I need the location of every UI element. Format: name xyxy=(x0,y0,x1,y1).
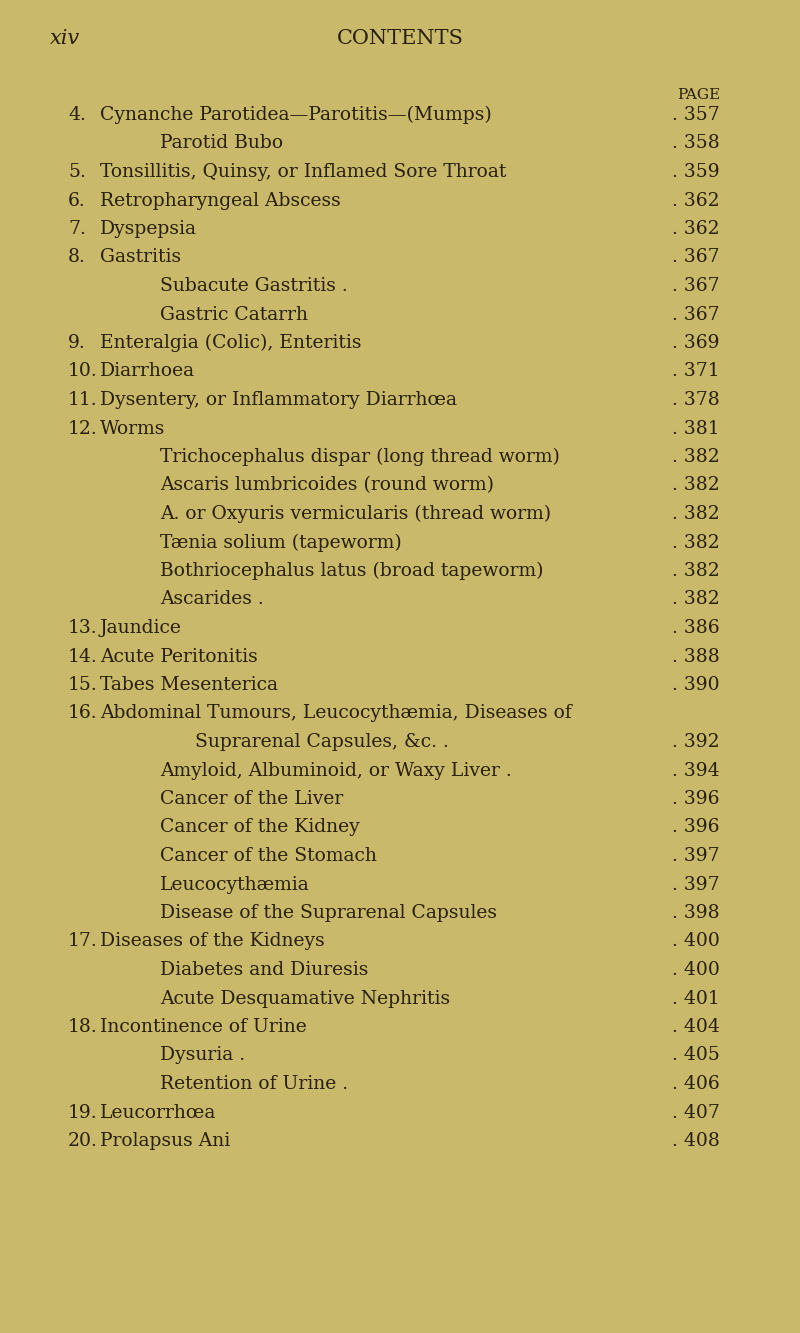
Text: . 400: . 400 xyxy=(672,933,720,950)
Text: Dyspepsia: Dyspepsia xyxy=(100,220,197,239)
Text: Gastritis: Gastritis xyxy=(100,248,181,267)
Text: Ascaris lumbricoides (round worm): Ascaris lumbricoides (round worm) xyxy=(160,476,494,495)
Text: A. or Oxyuris vermicularis (thread worm): A. or Oxyuris vermicularis (thread worm) xyxy=(160,505,551,523)
Text: Diabetes and Diuresis: Diabetes and Diuresis xyxy=(160,961,368,978)
Text: Cancer of the Stomach: Cancer of the Stomach xyxy=(160,846,377,865)
Text: 16.: 16. xyxy=(68,705,98,722)
Text: . 394: . 394 xyxy=(672,761,720,780)
Text: Retropharyngeal Abscess: Retropharyngeal Abscess xyxy=(100,192,341,209)
Text: Trichocephalus dispar (long thread worm): Trichocephalus dispar (long thread worm) xyxy=(160,448,560,467)
Text: 11.: 11. xyxy=(68,391,98,409)
Text: . 371: . 371 xyxy=(672,363,720,380)
Text: . 407: . 407 xyxy=(672,1104,720,1121)
Text: Leucocythæmia: Leucocythæmia xyxy=(160,876,310,893)
Text: . 406: . 406 xyxy=(672,1074,720,1093)
Text: . 369: . 369 xyxy=(673,335,720,352)
Text: Diseases of the Kidneys: Diseases of the Kidneys xyxy=(100,933,325,950)
Text: . 388: . 388 xyxy=(672,648,720,665)
Text: . 382: . 382 xyxy=(672,505,720,523)
Text: . 386: . 386 xyxy=(672,619,720,637)
Text: 7.: 7. xyxy=(68,220,86,239)
Text: 5.: 5. xyxy=(68,163,86,181)
Text: . 367: . 367 xyxy=(672,277,720,295)
Text: . 382: . 382 xyxy=(672,591,720,608)
Text: 18.: 18. xyxy=(68,1018,98,1036)
Text: . 404: . 404 xyxy=(672,1018,720,1036)
Text: . 357: . 357 xyxy=(672,107,720,124)
Text: Cancer of the Kidney: Cancer of the Kidney xyxy=(160,818,360,837)
Text: xiv: xiv xyxy=(50,28,80,48)
Text: Bothriocephalus latus (broad tapeworm): Bothriocephalus latus (broad tapeworm) xyxy=(160,563,543,580)
Text: Disease of the Suprarenal Capsules: Disease of the Suprarenal Capsules xyxy=(160,904,497,922)
Text: Jaundice: Jaundice xyxy=(100,619,182,637)
Text: Cynanche Parotidea—Parotitis—(Mumps): Cynanche Parotidea—Parotitis—(Mumps) xyxy=(100,105,492,124)
Text: Acute Peritonitis: Acute Peritonitis xyxy=(100,648,258,665)
Text: 4.: 4. xyxy=(68,107,86,124)
Text: Ascarides .: Ascarides . xyxy=(160,591,264,608)
Text: . 378: . 378 xyxy=(672,391,720,409)
Text: 10.: 10. xyxy=(68,363,98,380)
Text: Worms: Worms xyxy=(100,420,166,437)
Text: Gastric Catarrh: Gastric Catarrh xyxy=(160,305,308,324)
Text: 14.: 14. xyxy=(68,648,98,665)
Text: Leucorrhœa: Leucorrhœa xyxy=(100,1104,216,1121)
Text: 13.: 13. xyxy=(68,619,98,637)
Text: . 359: . 359 xyxy=(672,163,720,181)
Text: . 392: . 392 xyxy=(672,733,720,750)
Text: 9.: 9. xyxy=(68,335,86,352)
Text: . 397: . 397 xyxy=(672,876,720,893)
Text: 20.: 20. xyxy=(68,1132,98,1150)
Text: 17.: 17. xyxy=(68,933,98,950)
Text: . 382: . 382 xyxy=(672,563,720,580)
Text: Suprarenal Capsules, &c. .: Suprarenal Capsules, &c. . xyxy=(195,733,449,750)
Text: . 400: . 400 xyxy=(672,961,720,978)
Text: . 390: . 390 xyxy=(672,676,720,694)
Text: . 362: . 362 xyxy=(672,192,720,209)
Text: PAGE: PAGE xyxy=(677,88,720,103)
Text: . 381: . 381 xyxy=(672,420,720,437)
Text: Prolapsus Ani: Prolapsus Ani xyxy=(100,1132,230,1150)
Text: CONTENTS: CONTENTS xyxy=(337,28,463,48)
Text: Tabes Mesenterica: Tabes Mesenterica xyxy=(100,676,278,694)
Text: . 367: . 367 xyxy=(672,248,720,267)
Text: . 398: . 398 xyxy=(672,904,720,922)
Text: . 401: . 401 xyxy=(672,989,720,1008)
Text: Subacute Gastritis .: Subacute Gastritis . xyxy=(160,277,348,295)
Text: Parotid Bubo: Parotid Bubo xyxy=(160,135,283,152)
Text: Dysuria .: Dysuria . xyxy=(160,1046,245,1065)
Text: 12.: 12. xyxy=(68,420,98,437)
Text: 15.: 15. xyxy=(68,676,98,694)
Text: . 358: . 358 xyxy=(672,135,720,152)
Text: . 405: . 405 xyxy=(672,1046,720,1065)
Text: Tænia solium (tapeworm): Tænia solium (tapeworm) xyxy=(160,533,402,552)
Text: 6.: 6. xyxy=(68,192,86,209)
Text: 19.: 19. xyxy=(68,1104,98,1121)
Text: . 396: . 396 xyxy=(673,790,720,808)
Text: Enteralgia (Colic), Enteritis: Enteralgia (Colic), Enteritis xyxy=(100,333,362,352)
Text: Acute Desquamative Nephritis: Acute Desquamative Nephritis xyxy=(160,989,450,1008)
Text: Cancer of the Liver: Cancer of the Liver xyxy=(160,790,343,808)
Text: Tonsillitis, Quinsy, or Inflamed Sore Throat: Tonsillitis, Quinsy, or Inflamed Sore Th… xyxy=(100,163,506,181)
Text: . 408: . 408 xyxy=(672,1132,720,1150)
Text: Dysentery, or Inflammatory Diarrhœa: Dysentery, or Inflammatory Diarrhœa xyxy=(100,391,457,409)
Text: Incontinence of Urine: Incontinence of Urine xyxy=(100,1018,306,1036)
Text: . 396: . 396 xyxy=(673,818,720,837)
Text: . 362: . 362 xyxy=(672,220,720,239)
Text: . 382: . 382 xyxy=(672,476,720,495)
Text: Amyloid, Albuminoid, or Waxy Liver .: Amyloid, Albuminoid, or Waxy Liver . xyxy=(160,761,512,780)
Text: 8.: 8. xyxy=(68,248,86,267)
Text: Diarrhoea: Diarrhoea xyxy=(100,363,195,380)
Text: Abdominal Tumours, Leucocythæmia, Diseases of: Abdominal Tumours, Leucocythæmia, Diseas… xyxy=(100,705,572,722)
Text: . 382: . 382 xyxy=(672,533,720,552)
Text: . 397: . 397 xyxy=(672,846,720,865)
Text: . 367: . 367 xyxy=(672,305,720,324)
Text: Retention of Urine .: Retention of Urine . xyxy=(160,1074,348,1093)
Text: . 382: . 382 xyxy=(672,448,720,467)
